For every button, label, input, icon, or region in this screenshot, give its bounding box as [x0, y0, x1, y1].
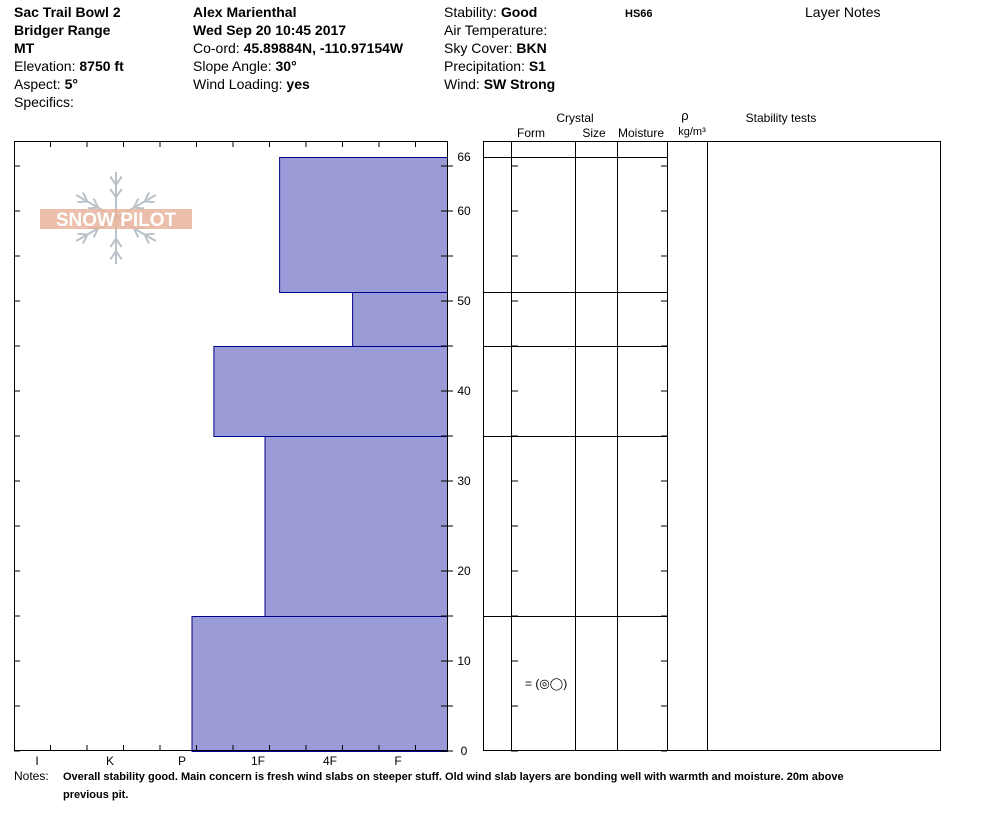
depth-tick-label: 20 — [457, 564, 471, 578]
wind-value: SW Strong — [483, 76, 556, 92]
pit-info-right: Stability: Good Air Temperature: Sky Cov… — [444, 3, 555, 93]
hardness-layer-bar — [213, 346, 448, 437]
sky-cover-value: BKN — [516, 40, 547, 56]
snowflake-branch — [133, 206, 144, 210]
depth-tick-label: 10 — [457, 654, 471, 668]
snowflake-branch — [109, 250, 117, 260]
snowflake-branch — [109, 238, 117, 248]
layer-table-frame — [483, 141, 941, 751]
hardness-tick-label: P — [178, 754, 186, 768]
pit-datetime: Wed Sep 20 10:45 2017 — [193, 22, 347, 38]
hardness-tick-label: I — [35, 754, 38, 768]
snowflake-branch — [77, 232, 88, 236]
snowflake-branch — [92, 227, 99, 238]
snowflake-branch — [82, 191, 89, 202]
logo-text: SNOW PILOT — [56, 210, 177, 231]
hardness-layer-bar — [191, 616, 448, 752]
depth-tick-label: 0 — [461, 744, 468, 758]
pit-info-middle: Alex Marienthal Wed Sep 20 10:45 2017 Co… — [193, 3, 403, 93]
form-header: Form — [517, 126, 545, 140]
hardness-axis: I K P 1F 4F F — [35, 141, 416, 768]
aspect-value: 5° — [64, 76, 78, 92]
layer-table-columns — [511, 141, 708, 751]
hardness-layer-bar — [264, 436, 448, 617]
snowflake-branch — [109, 188, 117, 198]
hardness-tick-label: F — [394, 754, 401, 768]
crystal-form-symbol: = (◎◯) — [525, 677, 567, 691]
notes-line-2: previous pit. — [63, 789, 129, 801]
snowflake-branch — [92, 198, 99, 209]
air-temp-label: Air Temperature: — [444, 22, 548, 38]
elevation-value: 8750 ft — [79, 58, 124, 74]
snowflake-branch — [88, 206, 99, 210]
moisture-header: Moisture — [618, 126, 664, 140]
hardness-frame — [14, 141, 448, 751]
pit-info-left: Sac Trail Bowl 2 Bridger Range MT Elevat… — [14, 3, 124, 111]
wind-label: Wind: — [444, 76, 484, 92]
depth-tick-label: 50 — [457, 294, 471, 308]
density-unit: kg/m³ — [678, 126, 706, 138]
hardness-tick-label: 4F — [323, 754, 337, 768]
snowflake-branch — [144, 200, 155, 204]
hardness-layers — [191, 157, 449, 752]
state-name: MT — [14, 40, 35, 56]
observer-name: Alex Marienthal — [193, 4, 297, 20]
snowflake-branch — [77, 200, 88, 204]
location-name: Sac Trail Bowl 2 — [14, 4, 121, 20]
depth-axis: 0 10 20 30 40 50 60 66 — [14, 150, 471, 758]
notes-label: Notes: — [14, 769, 49, 783]
snowflake-branch — [115, 188, 123, 198]
depth-tick-label: 66 — [457, 150, 471, 164]
slope-label: Slope Angle: — [193, 58, 276, 74]
layer-notes-heading: Layer Notes — [805, 4, 881, 20]
stability-tests-header: Stability tests — [746, 111, 817, 125]
snowflake-branch — [143, 234, 150, 245]
hardness-layer-bar — [352, 292, 449, 347]
aspect-label: Aspect: — [14, 76, 65, 92]
depth-tick-label: 30 — [457, 474, 471, 488]
snow-depth-label: HS66 — [625, 8, 653, 20]
elevation-label: Elevation: — [14, 58, 80, 74]
snowflake-branch — [143, 191, 150, 202]
hardness-tick-label: K — [106, 754, 114, 768]
density-symbol: ρ — [681, 108, 688, 123]
snowflake-branch — [115, 250, 123, 260]
range-name: Bridger Range — [14, 22, 111, 38]
snowflake-branch — [115, 176, 123, 186]
snowflake-branch — [133, 198, 140, 209]
depth-tick-label: 40 — [457, 384, 471, 398]
coord-value: 45.89884N, -110.97154W — [243, 40, 404, 56]
stability-value: Good — [500, 4, 538, 20]
snowflake-branch — [115, 238, 123, 248]
notes-line-1: Overall stability good. Main concern is … — [63, 771, 844, 783]
stability-label: Stability: — [444, 4, 501, 20]
snowpilot-logo: SNOW PILOT — [40, 172, 192, 264]
hardness-tick-label: 1F — [251, 754, 265, 768]
snowflake-branch — [144, 232, 155, 236]
wind-loading-label: Wind Loading: — [193, 76, 287, 92]
precip-label: Precipitation: — [444, 58, 529, 74]
snowflake-branch — [133, 227, 140, 238]
slope-value: 30° — [275, 58, 297, 74]
specifics-label: Specifics: — [14, 94, 74, 110]
sky-cover-label: Sky Cover: — [444, 40, 517, 56]
depth-tick-label: 60 — [457, 204, 471, 218]
coord-label: Co-ord: — [193, 40, 244, 56]
snowflake-branch — [82, 234, 89, 245]
layer-table-ticks — [511, 165, 667, 752]
precip-value: S1 — [528, 58, 546, 74]
crystal-header: Crystal — [556, 111, 593, 125]
size-header: Size — [582, 126, 606, 140]
snowflake-branch — [109, 176, 117, 186]
logo-banner — [40, 209, 192, 229]
wind-loading-value: yes — [286, 76, 310, 92]
hardness-layer-bar — [279, 157, 448, 293]
